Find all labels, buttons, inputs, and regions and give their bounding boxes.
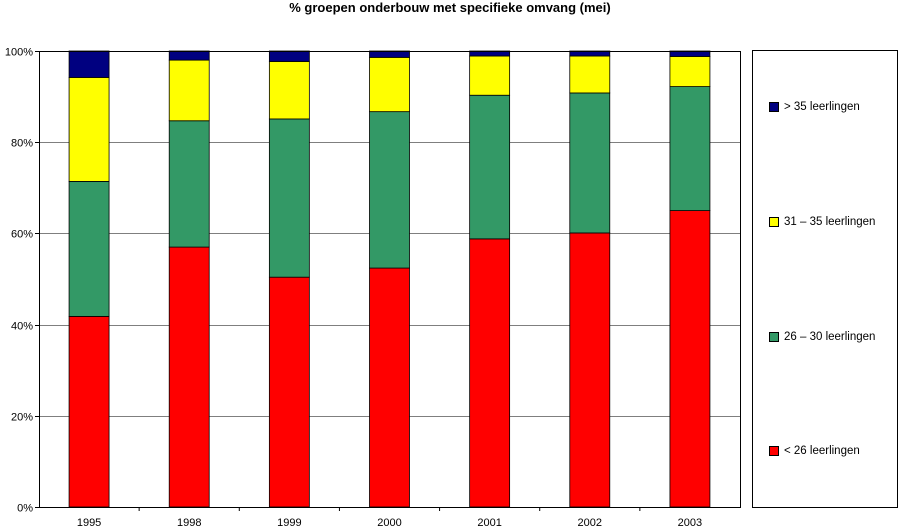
x-tick-label: 1995: [77, 517, 101, 529]
legend-label: 31 – 35 leerlingen: [784, 216, 876, 228]
legend-item: > 35 leerlingen: [769, 100, 860, 114]
y-tick-label: 100%: [5, 47, 33, 59]
y-tick-label: 60%: [11, 229, 33, 241]
bar-segment: [268, 61, 310, 120]
x-tick-label: 1998: [177, 517, 201, 529]
legend-item: 26 – 30 leerlingen: [769, 330, 875, 344]
y-tick-label: 40%: [11, 321, 33, 333]
bar-segment: [168, 120, 210, 248]
legend-swatch: [769, 446, 779, 456]
bar-segment: [68, 77, 110, 182]
bar-segment: [68, 181, 110, 317]
bar-segment: [268, 50, 310, 62]
bar-segment: [268, 118, 310, 278]
legend-label: < 26 leerlingen: [784, 445, 860, 457]
legend-label: 26 – 30 leerlingen: [784, 331, 876, 343]
bars: [68, 50, 711, 508]
bar-segment: [469, 94, 511, 240]
legend-item: < 26 leerlingen: [769, 444, 860, 458]
bar-segment: [168, 50, 210, 61]
axes: 0% 20% 40% 60% 80% 100% 1995 1998 1999 2000 2001 20…: [5, 47, 741, 529]
bar-segment: [369, 267, 410, 508]
legend-swatch: [769, 217, 779, 227]
x-tick-label: 1999: [277, 517, 301, 529]
legend-swatch: [769, 102, 779, 112]
bar-segment: [369, 56, 410, 113]
bar-segment: [669, 86, 711, 211]
bar-segment: [569, 55, 611, 94]
legend-label: > 35 leerlingen: [784, 101, 860, 113]
chart-title: % groepen onderbouw met specifieke omvan…: [289, 0, 611, 15]
bar-segment: [669, 56, 711, 87]
bar-segment: [569, 92, 611, 234]
bar-segment: [469, 55, 511, 96]
plot-frame: [39, 51, 741, 508]
x-tick-label: 2000: [377, 517, 401, 529]
bar-segment: [469, 238, 511, 508]
x-tick-label: 2002: [578, 517, 602, 529]
bar-segment: [268, 276, 310, 508]
legend-swatch: [769, 332, 779, 342]
legend-item: 31 – 35 leerlingen: [769, 215, 875, 229]
y-tick-label: 0%: [17, 503, 33, 515]
legend: > 35 leerlingen 31 – 35 leerlingen 26 – 30…: [752, 50, 898, 508]
bar-segment: [68, 50, 110, 78]
bar-segment: [168, 59, 210, 122]
bar-segment: [569, 232, 611, 508]
bar-segment: [168, 246, 210, 508]
bar-segment: [68, 315, 110, 508]
x-tick-label: 2003: [678, 517, 702, 529]
x-tick-label: 2001: [477, 517, 501, 529]
bar-segment: [669, 210, 711, 508]
y-tick-label: 20%: [11, 412, 33, 424]
bar-segment: [369, 111, 410, 269]
y-tick-label: 80%: [11, 138, 33, 150]
